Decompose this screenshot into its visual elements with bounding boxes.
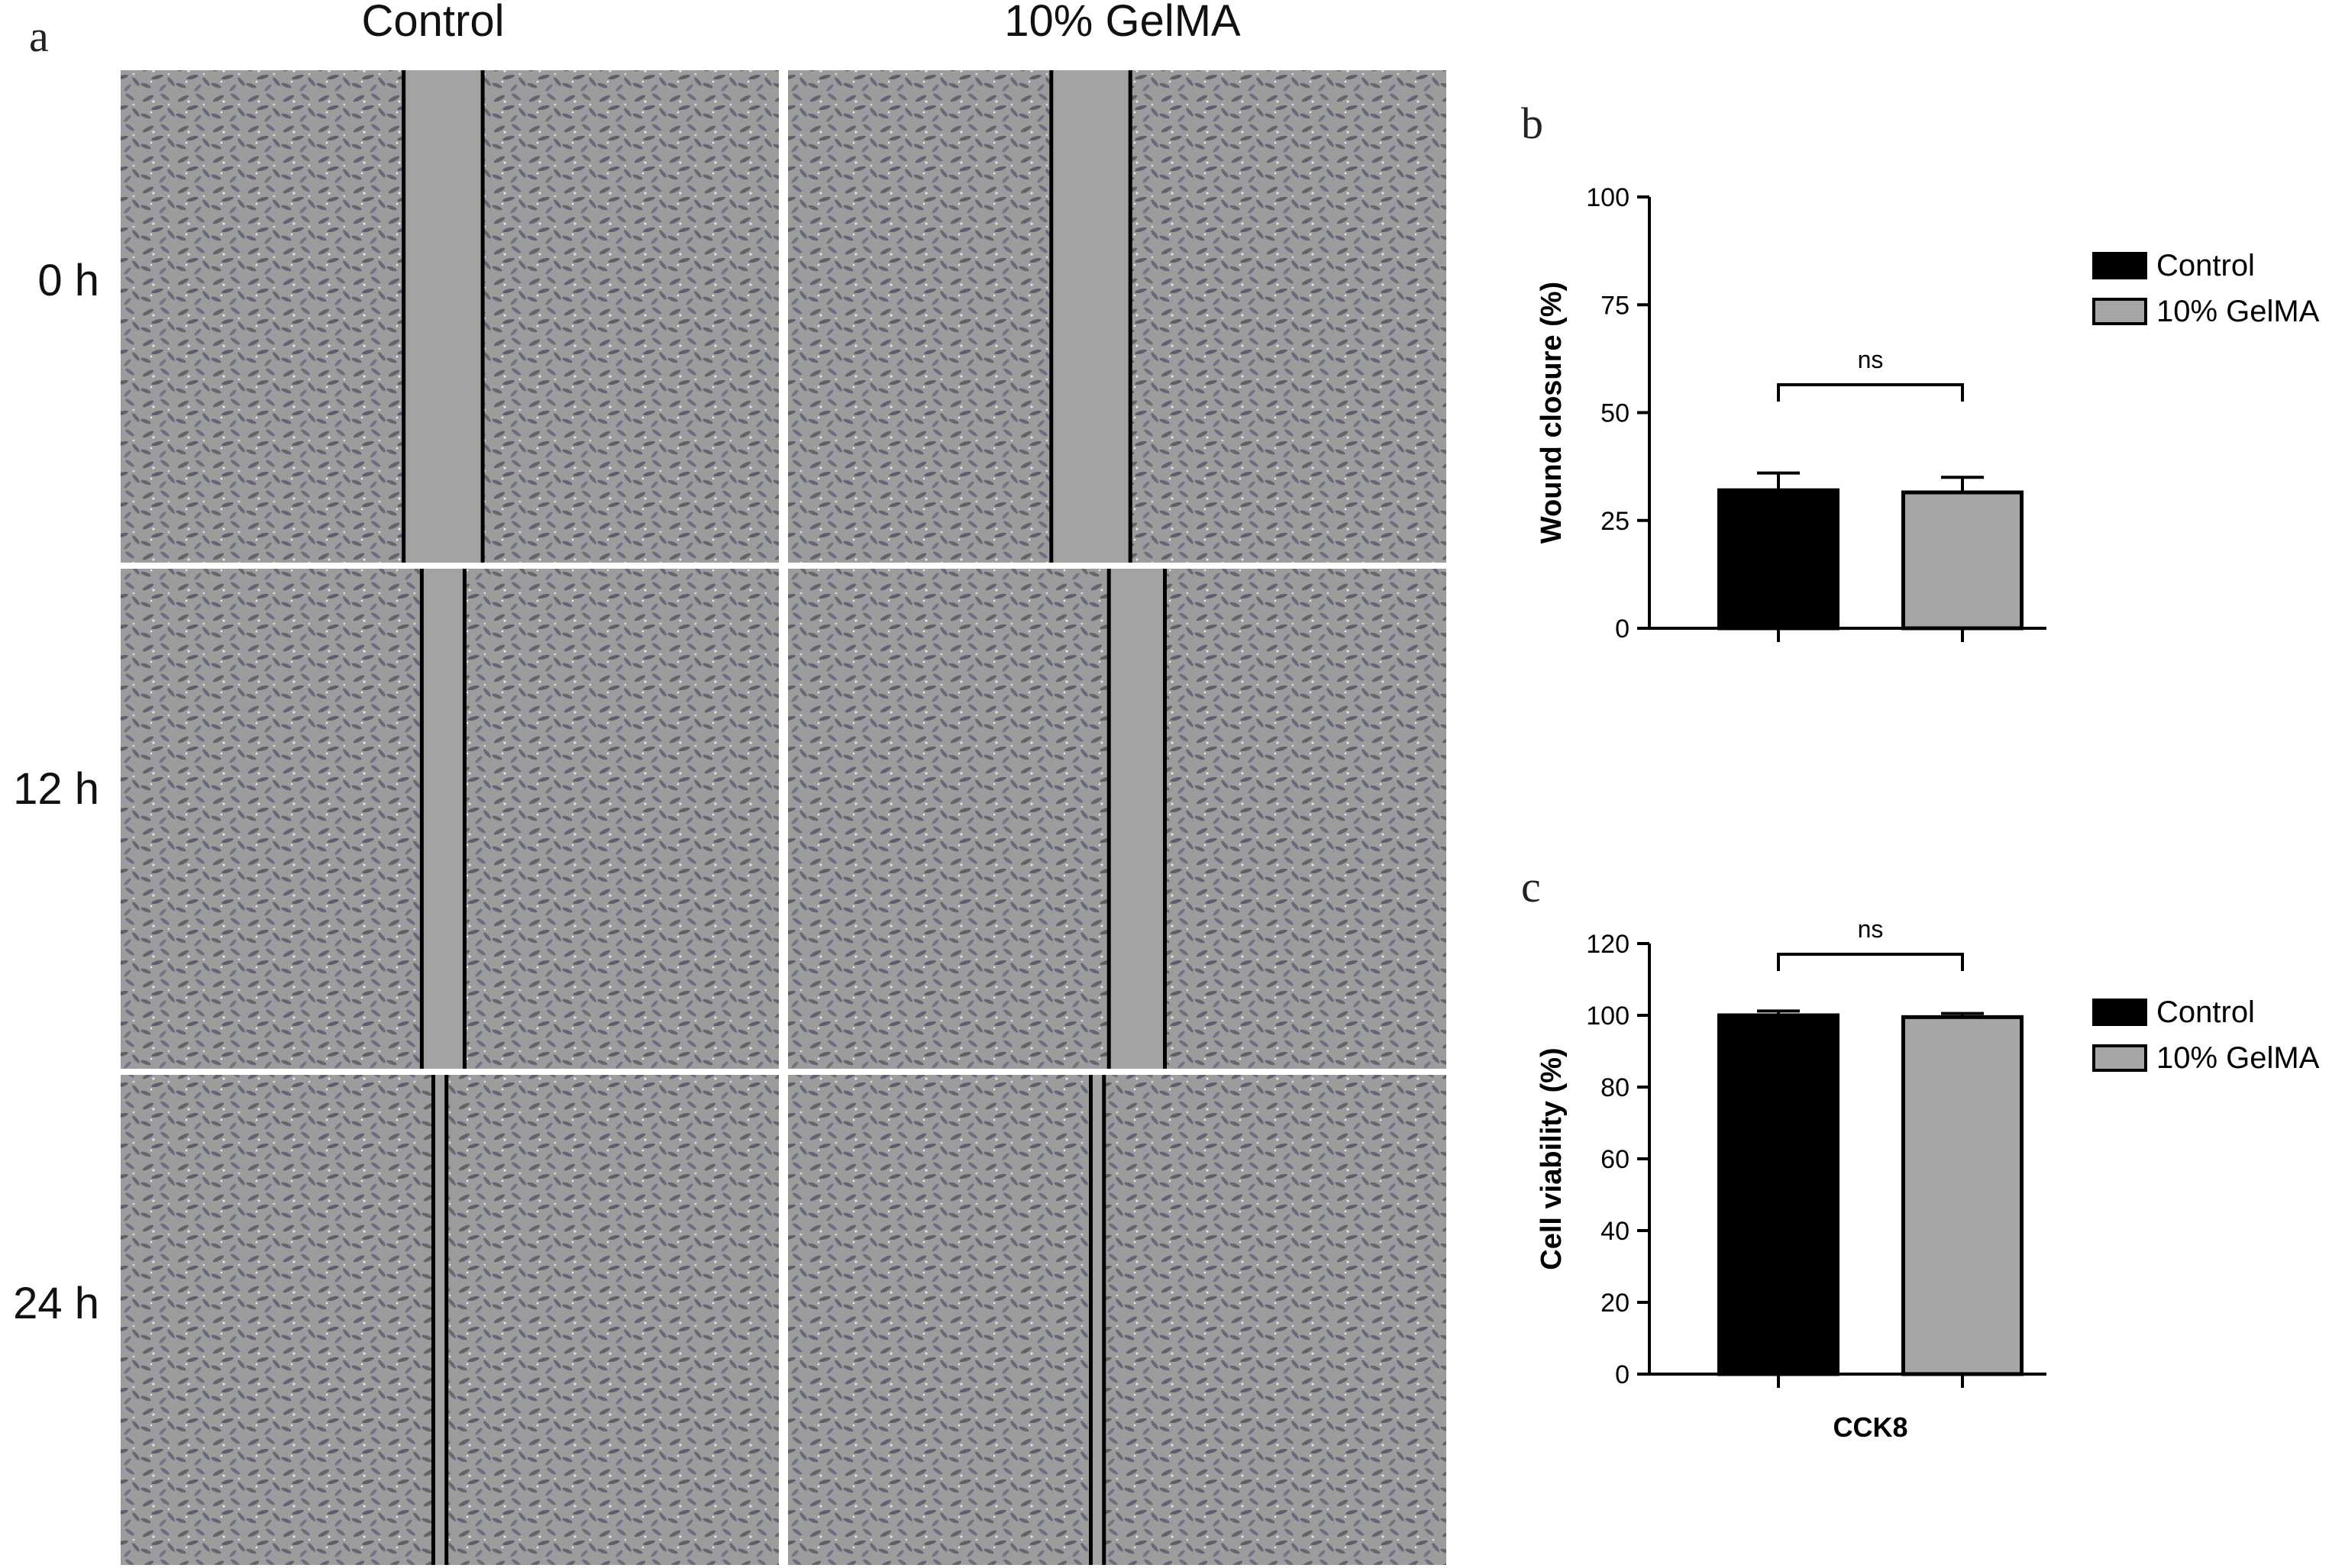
y-tick-label-120: 120 <box>1586 930 1630 959</box>
scratch-gap <box>433 1075 447 1565</box>
x-axis-label: CCK8 <box>1833 1412 1907 1443</box>
legend-swatch-control <box>2092 999 2147 1026</box>
scratch-gap <box>1109 569 1165 1069</box>
y-tick-label-25: 25 <box>1600 507 1630 536</box>
y-axis-label: Wound closure (%) <box>1536 282 1568 544</box>
y-tick-label-100: 100 <box>1586 1002 1630 1031</box>
micrograph-10-gelma-0h <box>788 70 1446 563</box>
bar-10-gelma <box>1901 1015 2024 1376</box>
micrograph-grid <box>121 70 1446 1565</box>
legend-swatch-10-gelma <box>2092 1044 2147 1072</box>
legend-label-10-gelma: 10% GelMA <box>2156 295 2320 328</box>
scratch-gap <box>1051 70 1131 563</box>
legend-swatch-10-gelma <box>2092 298 2147 325</box>
scratch-gap <box>403 70 483 563</box>
y-tick-label-40: 40 <box>1600 1217 1630 1246</box>
significance-bracket <box>1777 383 1964 402</box>
significance-label: ns <box>1858 915 1884 943</box>
bar-control <box>1717 488 1840 631</box>
cell-viability-chart: 0 20 40 60 80 100 120 Cell viability (%) ns CCK8 C… <box>1536 915 2320 1443</box>
row-label-0h: 0 h <box>37 256 99 305</box>
y-axis-label: Cell viability (%) <box>1536 1047 1568 1270</box>
y-tick-label-60: 60 <box>1600 1145 1630 1174</box>
significance-bracket <box>1777 953 1964 971</box>
scratch-gap <box>1090 1075 1104 1565</box>
micrograph-control-0h <box>121 70 779 563</box>
legend-swatch-control <box>2092 252 2147 279</box>
y-tick-label-0: 0 <box>1615 615 1630 644</box>
bar-control <box>1717 1013 1840 1376</box>
scratch-gap <box>422 569 465 1069</box>
micrograph-control-24h <box>121 1075 779 1565</box>
micrograph-10-gelma-24h <box>788 1075 1446 1565</box>
panel-c-letter: c <box>1521 862 1541 911</box>
row-label-12h: 12 h <box>13 764 99 814</box>
panel-a-letter: a <box>29 11 49 61</box>
column-header-gelma: 10% GelMA <box>1004 0 1241 46</box>
legend-label-control: Control <box>2156 249 2255 282</box>
column-header-control: Control <box>361 0 505 46</box>
panel-b-letter: b <box>1521 98 1543 148</box>
bar-10-gelma <box>1901 490 2024 631</box>
row-label-24h: 24 h <box>13 1279 99 1328</box>
y-tick-label-0: 0 <box>1615 1360 1630 1389</box>
y-tick-label-100: 100 <box>1586 183 1630 212</box>
y-tick-label-50: 50 <box>1600 399 1630 428</box>
legend-label-control: Control <box>2156 995 2255 1029</box>
micrograph-control-12h <box>121 569 779 1069</box>
y-tick-label-20: 20 <box>1600 1289 1630 1318</box>
y-tick-label-75: 75 <box>1600 291 1630 320</box>
y-tick-label-80: 80 <box>1600 1073 1630 1102</box>
legend-label-10-gelma: 10% GelMA <box>2156 1041 2320 1075</box>
wound-closure-chart: 0 25 50 75 100 Wound closure (%) ns Control 10% … <box>1536 183 2320 644</box>
micrograph-10-gelma-12h <box>788 569 1446 1069</box>
significance-label: ns <box>1858 346 1884 373</box>
